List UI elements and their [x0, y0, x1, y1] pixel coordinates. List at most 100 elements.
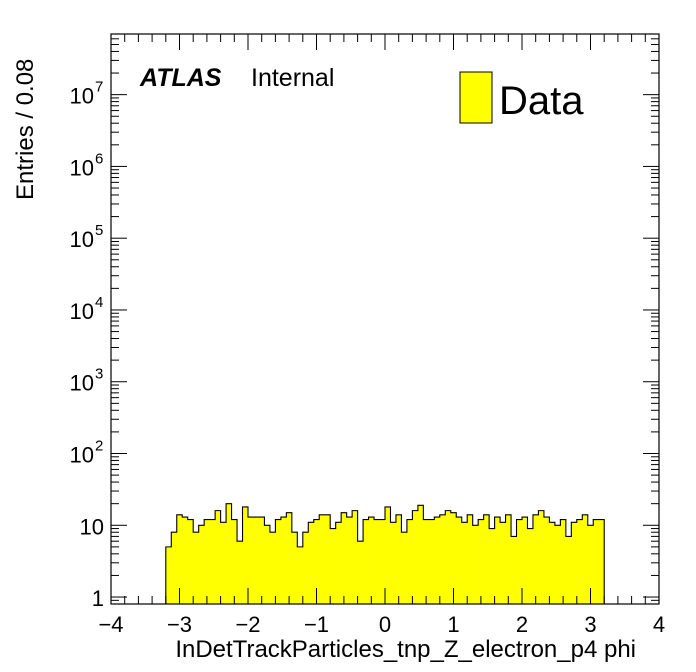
histogram-bin [450, 512, 457, 604]
histogram-bin [456, 517, 463, 604]
histogram-bin [571, 522, 578, 604]
histogram-bin [258, 517, 265, 604]
histogram-bin [472, 525, 479, 604]
histogram-bin [401, 532, 408, 604]
y-axis-title: Entries / 0.08 [12, 59, 39, 200]
histogram-bin [363, 519, 369, 604]
y-tick-label: 10 [80, 514, 104, 539]
histogram-bin [461, 522, 468, 604]
histogram-bin [445, 510, 452, 604]
x-tick-label: 1 [447, 612, 459, 637]
histogram-bin [516, 519, 523, 604]
y-tick-label: 10 [70, 443, 94, 468]
x-tick-label: 3 [584, 612, 596, 637]
histogram-bin [598, 519, 605, 604]
histogram-bin [532, 514, 539, 604]
atlas-label: ATLAS [139, 64, 222, 92]
histogram-bin [330, 528, 336, 604]
histogram-bin [511, 536, 517, 604]
histogram-bin [406, 519, 413, 604]
histogram-bin [500, 522, 506, 604]
y-tick-label: 10 [70, 371, 94, 396]
histogram-bin [385, 506, 391, 604]
y-tick-exponent: 4 [95, 294, 103, 311]
histogram-bin [209, 519, 216, 604]
histogram-bin [165, 546, 172, 604]
histogram-bin [357, 541, 364, 604]
x-tick-label: −4 [98, 612, 123, 637]
x-tick-label: −2 [235, 612, 260, 637]
x-tick-label: 2 [516, 612, 528, 637]
histogram-bin [489, 528, 495, 604]
histogram-bin [335, 522, 342, 604]
histogram-bin [226, 503, 232, 604]
histogram-bin [308, 522, 315, 604]
histogram-bin [423, 519, 430, 604]
histogram-bin [565, 536, 572, 604]
histogram-bin [176, 514, 183, 604]
histogram-bin [395, 514, 402, 604]
y-tick-label: 1 [92, 586, 104, 611]
histogram-bin [253, 517, 260, 604]
histogram-bin [587, 525, 594, 604]
internal-label: Internal [251, 64, 334, 92]
x-axis-title: InDetTrackParticles_tnp_Z_electron_p4 ph… [175, 636, 636, 663]
histogram-bin [467, 514, 473, 604]
y-tick-label: 10 [70, 155, 94, 180]
x-tick-label: −1 [304, 612, 329, 637]
histogram-bin [286, 512, 293, 604]
histogram-bin [374, 519, 380, 604]
legend-label: Data [499, 79, 584, 123]
histogram-bin [494, 517, 501, 604]
histogram-bin [576, 519, 583, 604]
histogram-bin [220, 522, 227, 604]
histogram-bin [478, 519, 484, 604]
histogram-bin [379, 519, 386, 604]
y-tick-exponent: 7 [95, 79, 103, 96]
histogram-bin [390, 522, 397, 604]
y-tick-label: 10 [70, 299, 94, 324]
histogram-bin [275, 519, 282, 604]
histogram-bin [538, 510, 545, 604]
x-axis-tick-labels: −4 −3 −2 −1 0 1 2 3 4 [98, 612, 665, 637]
histogram-bin [439, 514, 446, 604]
x-tick-label: 0 [379, 612, 391, 637]
histogram-bin [182, 517, 189, 604]
histogram-bin [593, 519, 600, 604]
histogram-bin [215, 510, 221, 604]
histogram-bin [319, 514, 326, 604]
histogram-bin [483, 514, 490, 604]
histogram-bin [549, 522, 556, 604]
y-tick-exponent: 3 [95, 366, 103, 383]
histogram-bin [187, 519, 194, 604]
histogram-bin [204, 519, 210, 604]
histogram-bin [560, 519, 567, 604]
histogram-bin [527, 528, 534, 604]
histogram-bin [543, 517, 550, 604]
histogram-bin [352, 510, 358, 604]
y-tick-exponent: 2 [95, 438, 103, 455]
histogram-bin [231, 519, 238, 604]
histogram-bin [313, 519, 320, 604]
x-tick-label: −3 [167, 612, 192, 637]
y-tick-label: 10 [70, 227, 94, 252]
y-tick-label: 10 [70, 84, 94, 109]
histogram-bin [280, 517, 287, 604]
histogram-bin [417, 505, 424, 604]
histogram-bin [582, 514, 589, 604]
histogram-bin [248, 517, 254, 604]
histogram-bin [302, 532, 309, 604]
histogram-bin [412, 510, 419, 604]
histogram-bin [297, 546, 304, 604]
y-tick-exponent: 5 [95, 222, 103, 239]
histogram-bin [505, 514, 512, 604]
histogram-bin [171, 532, 178, 604]
histogram-bars [165, 503, 605, 604]
x-tick-label: 4 [653, 612, 665, 637]
histogram-bin [434, 517, 441, 604]
histogram-bin [346, 517, 353, 604]
legend-swatch [459, 71, 493, 124]
histogram-bin [193, 532, 199, 604]
histogram-bin [368, 517, 375, 604]
